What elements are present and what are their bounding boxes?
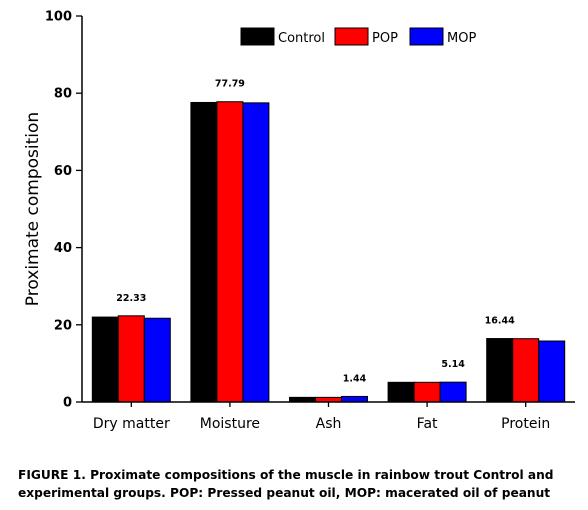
data-label: 16.44 xyxy=(485,316,515,327)
data-label: 22.33 xyxy=(116,293,146,304)
bar-mop-ash xyxy=(341,395,368,403)
legend: Control POP MOP xyxy=(240,27,476,46)
bar-pop-fat xyxy=(413,381,441,403)
caption-line-1: FIGURE 1. Proximate compositions of the … xyxy=(18,468,554,482)
bar-pop-dry-matter xyxy=(117,315,145,403)
legend-swatch-control xyxy=(240,27,275,46)
bar-mop-protein xyxy=(538,340,566,403)
legend-label-mop: MOP xyxy=(447,31,476,46)
axes xyxy=(81,16,575,403)
y-tick-label: 40 xyxy=(54,241,72,256)
bar-mop-dry-matter xyxy=(143,317,171,403)
bar-control-moisture xyxy=(190,101,218,403)
x-category-label: Fat xyxy=(417,416,438,432)
bar-chart: Proximate composition 0 20 40 60 80 100 22.33… xyxy=(23,10,575,432)
bars xyxy=(91,101,566,403)
legend-label-pop: POP xyxy=(372,31,398,46)
figure-caption: FIGURE 1. Proximate compositions of the … xyxy=(18,466,583,502)
x-category-label: Protein xyxy=(501,416,550,432)
legend-swatch-pop xyxy=(334,27,369,46)
y-axis-title: Proximate composition xyxy=(23,112,43,306)
bar-mop-fat xyxy=(439,381,467,403)
bar-control-protein xyxy=(486,338,514,403)
legend-swatch-mop xyxy=(409,27,444,46)
y-axis-ticks: 0 20 40 60 80 100 xyxy=(45,10,82,411)
data-label: 1.44 xyxy=(343,373,367,384)
x-category-label: Dry matter xyxy=(93,416,170,432)
x-category-label: Moisture xyxy=(200,416,260,432)
data-labels: 22.33 77.79 1.44 5.14 16.44 xyxy=(116,79,515,385)
data-label: 5.14 xyxy=(441,359,465,370)
legend-label-control: Control xyxy=(278,31,325,46)
bar-pop-protein xyxy=(512,338,540,403)
x-axis-categories: Dry matter Moisture Ash Fat Protein xyxy=(93,402,550,432)
bar-pop-moisture xyxy=(216,101,244,403)
data-label: 77.79 xyxy=(215,79,245,90)
caption-line-2: experimental groups. POP: Pressed peanut… xyxy=(18,486,551,500)
y-tick-label: 100 xyxy=(45,10,72,25)
y-tick-label: 60 xyxy=(54,164,72,179)
y-tick-label: 20 xyxy=(54,318,72,333)
bar-mop-moisture xyxy=(242,102,270,403)
y-tick-label: 0 xyxy=(63,396,72,411)
bar-control-dry-matter xyxy=(91,316,119,403)
y-axis-title-group: Proximate composition xyxy=(23,112,43,306)
y-tick-label: 80 xyxy=(54,87,72,102)
bar-control-fat xyxy=(387,381,415,403)
x-category-label: Ash xyxy=(316,416,342,432)
